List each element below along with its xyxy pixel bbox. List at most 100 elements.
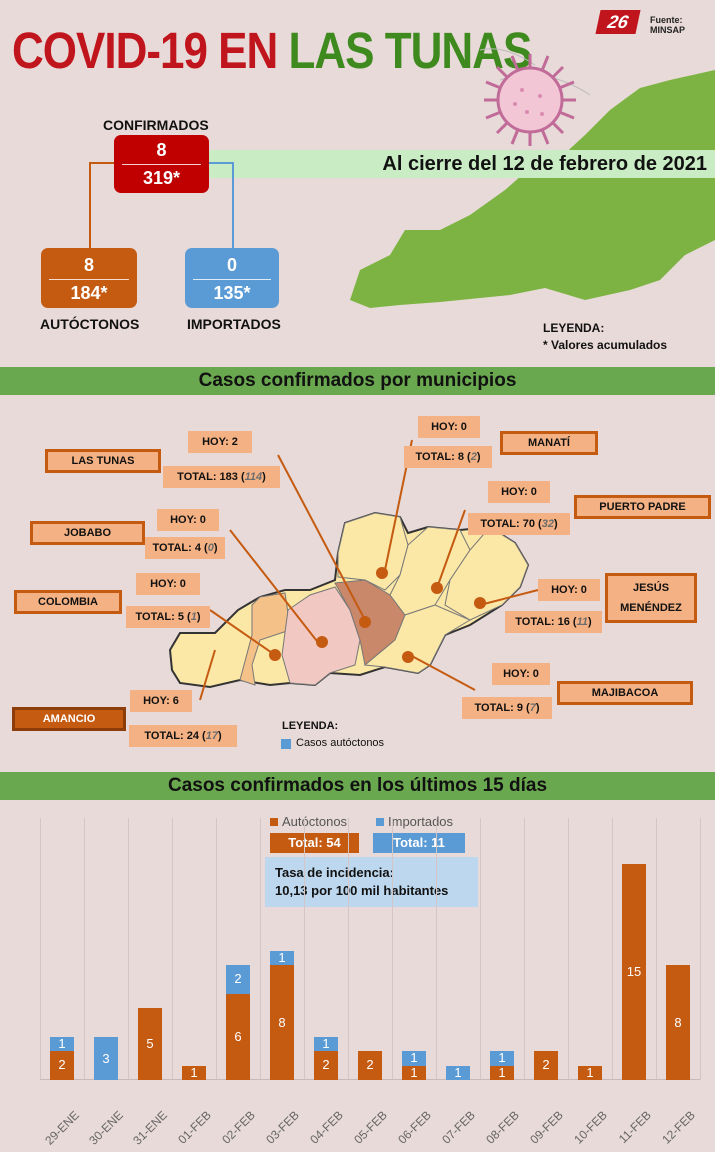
municipio-name-manati: MANATÍ	[500, 431, 598, 455]
tasa-line-1: Tasa de incidencia:	[275, 865, 394, 880]
x-tick-label: 30-ENE	[86, 1108, 126, 1148]
connector-lines	[89, 162, 234, 250]
chart-section-title: Casos confirmados en los últimos 15 días	[0, 772, 715, 800]
chart-gridline	[84, 818, 85, 1080]
hoy-jesus-menendez: HOY: 0	[538, 579, 600, 601]
autoctonos-label: AUTÓCTONOS	[40, 316, 140, 332]
bar-autoctonos: 8	[270, 965, 294, 1080]
legend-importados-swatch	[376, 818, 384, 826]
bar-importados: 2	[226, 965, 250, 994]
bar-importados: 1	[314, 1036, 338, 1052]
total-autoctonos-badge: Total: 54	[270, 833, 359, 853]
autoctonos-total: 184*	[70, 283, 108, 303]
x-tick-label: 02-FEB	[219, 1108, 258, 1147]
x-tick-label: 07-FEB	[439, 1108, 478, 1147]
date-banner-bg	[208, 150, 715, 178]
total-importados-badge: Total: 11	[373, 833, 465, 853]
bar-autoctonos: 1	[578, 1065, 602, 1080]
chart-gridline	[480, 818, 481, 1080]
total-jobabo: TOTAL: 4 (0)	[145, 537, 225, 559]
chart-gridline	[700, 818, 701, 1080]
x-tick-label: 08-FEB	[483, 1108, 522, 1147]
legend-title: LEYENDA:	[543, 321, 605, 335]
x-tick-label: 06-FEB	[395, 1108, 434, 1147]
legend-autoctonos-label: Autóctonos	[282, 814, 348, 829]
hoy-manati: HOY: 0	[418, 416, 480, 438]
chart-gridline	[568, 818, 569, 1080]
total-majibacoa: TOTAL: 9 (7)	[462, 697, 552, 719]
chart-gridline	[40, 818, 41, 1080]
municipio-name-majibacoa: MAJIBACOA	[557, 681, 693, 705]
importados-total: 135*	[213, 283, 251, 303]
hoy-amancio: HOY: 6	[130, 690, 192, 712]
map-legend-swatch	[281, 739, 291, 749]
map-legend-text: Casos autóctonos	[296, 737, 385, 749]
bar-autoctonos: 2	[314, 1051, 338, 1080]
bar-autoctonos: 8	[666, 965, 690, 1080]
tasa-line-2: 10,13 por 100 mil habitantes	[275, 883, 449, 898]
total-colombia: TOTAL: 5 (1)	[126, 606, 210, 628]
importados-today: 0	[226, 255, 237, 275]
municipio-name-puerto-padre: PUERTO PADRE	[574, 495, 711, 519]
autoctonos-today: 8	[83, 255, 94, 275]
bar-autoctonos: 15	[622, 864, 646, 1080]
x-tick-label: 01-FEB	[175, 1108, 214, 1147]
legend-text: * Valores acumulados	[543, 338, 668, 352]
x-tick-label: 09-FEB	[527, 1108, 566, 1147]
x-tick-label: 12-FEB	[659, 1108, 698, 1147]
bar-autoctonos: 5	[138, 1008, 162, 1080]
source-label: Fuente: MINSAP	[650, 15, 686, 35]
bar-importados: 1	[50, 1036, 74, 1052]
bar-autoctonos: 2	[358, 1051, 382, 1080]
hoy-las-tunas: HOY: 2	[188, 431, 252, 453]
municipios-section-title: Casos confirmados por municipios	[0, 367, 715, 395]
total-manati: TOTAL: 8 (2)	[404, 446, 492, 468]
municipio-name-jobabo: JOBABO	[30, 521, 145, 545]
municipio-name-colombia: COLOMBIA	[14, 590, 122, 614]
bar-autoctonos: 2	[534, 1051, 558, 1080]
tasa-incidencia-box: Tasa de incidencia: 10,13 por 100 mil ha…	[265, 857, 478, 907]
bar-autoctonos: 2	[50, 1051, 74, 1080]
bar-importados: 1	[490, 1050, 514, 1066]
virus-icon	[484, 54, 576, 146]
municipio-name-las-tunas: LAS TUNAS	[45, 449, 161, 473]
confirmados-today: 8	[156, 140, 167, 160]
autoctonos-box: 8 184*	[41, 248, 137, 308]
total-las-tunas: TOTAL: 183 (114)	[163, 466, 280, 488]
chart-gridline	[524, 818, 525, 1080]
municipio-name-amancio: AMANCIO	[12, 707, 126, 731]
page-title: COVID-19 EN LAS TUNAS	[12, 23, 532, 80]
legend-autoctonos-swatch	[270, 818, 278, 826]
total-amancio: TOTAL: 24 (17)	[129, 725, 237, 747]
chart-gridline	[656, 818, 657, 1080]
confirmados-total: 319*	[142, 168, 181, 188]
chart-gridline	[128, 818, 129, 1080]
hoy-puerto-padre: HOY: 0	[488, 481, 550, 503]
importados-box: 0 135*	[185, 248, 279, 308]
hoy-jobabo: HOY: 0	[157, 509, 219, 531]
importados-label: IMPORTADOS	[187, 316, 281, 332]
bar-autoctonos: 1	[402, 1065, 426, 1080]
hoy-majibacoa: HOY: 0	[492, 663, 550, 685]
total-jesus-menendez: TOTAL: 16 (11)	[505, 611, 602, 633]
x-axis-line	[40, 1079, 700, 1080]
bar-importados: 1	[446, 1065, 470, 1080]
map-leader-lines	[199, 439, 539, 701]
bar-autoctonos: 6	[226, 993, 250, 1080]
municipio-name-jesus-menendez: JESÚS MENÉNDEZ	[605, 573, 697, 623]
x-tick-label: 04-FEB	[307, 1108, 346, 1147]
date-banner: Al cierre del 12 de febrero de 2021	[382, 153, 707, 175]
bar-importados: 1	[402, 1050, 426, 1066]
hoy-colombia: HOY: 0	[136, 573, 200, 595]
bar-importados: 3	[94, 1036, 118, 1080]
chart-gridline	[172, 818, 173, 1080]
bar-autoctonos: 1	[182, 1065, 206, 1080]
total-puerto-padre: TOTAL: 70 (32)	[468, 513, 570, 535]
x-tick-label: 29-ENE	[42, 1108, 82, 1148]
chart-gridline	[260, 818, 261, 1080]
x-tick-label: 05-FEB	[351, 1108, 390, 1147]
legend-importados-label: Importados	[388, 814, 454, 829]
x-tick-label: 03-FEB	[263, 1108, 302, 1147]
bar-importados: 1	[270, 950, 294, 965]
chart-gridline	[216, 818, 217, 1080]
